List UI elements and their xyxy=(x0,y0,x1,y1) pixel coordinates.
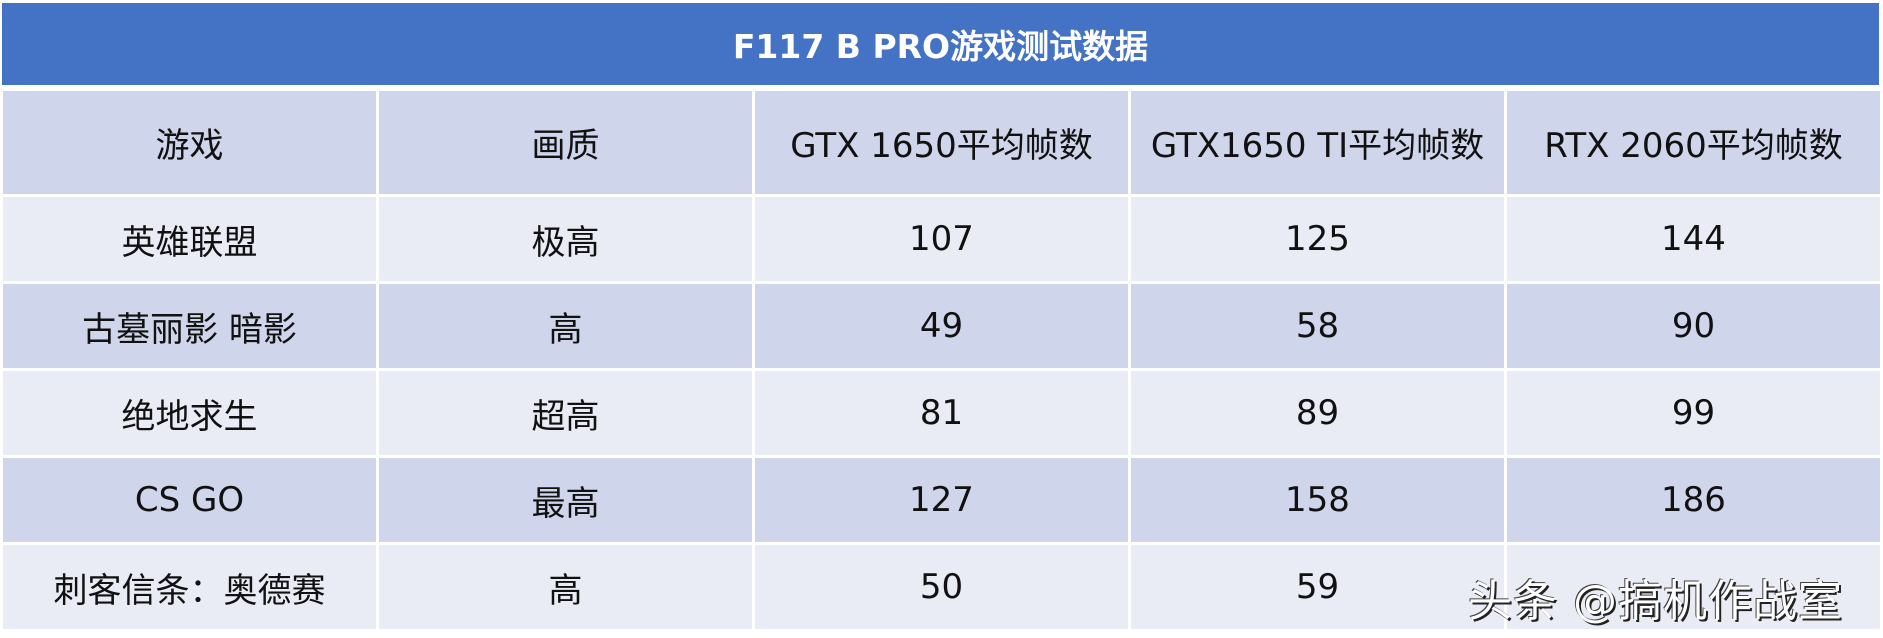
cell: 158 xyxy=(1131,458,1504,542)
header-cell: GTX 1650平均帧数 xyxy=(755,91,1128,194)
cell: 英雄联盟 xyxy=(3,197,376,281)
table-row: 古墓丽影 暗影 高 49 58 90 xyxy=(3,284,1880,368)
header-cell: 游戏 xyxy=(3,91,376,194)
cell: 古墓丽影 暗影 xyxy=(3,284,376,368)
cell: 89 xyxy=(1131,371,1504,455)
cell: CS GO xyxy=(3,458,376,542)
table-row: CS GO 最高 127 158 186 xyxy=(3,458,1880,542)
table-header-row: 游戏 画质 GTX 1650平均帧数 GTX1650 TI平均帧数 RTX 20… xyxy=(3,91,1880,194)
cell: 绝地求生 xyxy=(3,371,376,455)
table-title: F117 B PRO游戏测试数据 xyxy=(2,3,1879,85)
cell: 99 xyxy=(1507,371,1880,455)
cell: 125 xyxy=(1131,197,1504,281)
cell xyxy=(1507,545,1880,629)
cell: 58 xyxy=(1131,284,1504,368)
cell: 186 xyxy=(1507,458,1880,542)
cell: 107 xyxy=(755,197,1128,281)
cell: 超高 xyxy=(379,371,752,455)
fps-table: 游戏 画质 GTX 1650平均帧数 GTX1650 TI平均帧数 RTX 20… xyxy=(0,88,1883,632)
cell: 极高 xyxy=(379,197,752,281)
cell: 刺客信条：奥德赛 xyxy=(3,545,376,629)
watermark: 头条 @搞机作战室 xyxy=(1468,576,1843,627)
cell: 最高 xyxy=(379,458,752,542)
cell: 50 xyxy=(755,545,1128,629)
header-cell: 画质 xyxy=(379,91,752,194)
cell: 49 xyxy=(755,284,1128,368)
cell: 144 xyxy=(1507,197,1880,281)
table-row: 绝地求生 超高 81 89 99 xyxy=(3,371,1880,455)
table-row: 英雄联盟 极高 107 125 144 xyxy=(3,197,1880,281)
cell: 高 xyxy=(379,545,752,629)
table-row: 刺客信条：奥德赛 高 50 59 xyxy=(3,545,1880,629)
cell: 81 xyxy=(755,371,1128,455)
header-cell: RTX 2060平均帧数 xyxy=(1507,91,1880,194)
cell: 127 xyxy=(755,458,1128,542)
header-cell: GTX1650 TI平均帧数 xyxy=(1131,91,1504,194)
cell: 90 xyxy=(1507,284,1880,368)
cell: 59 xyxy=(1131,545,1504,629)
cell: 高 xyxy=(379,284,752,368)
